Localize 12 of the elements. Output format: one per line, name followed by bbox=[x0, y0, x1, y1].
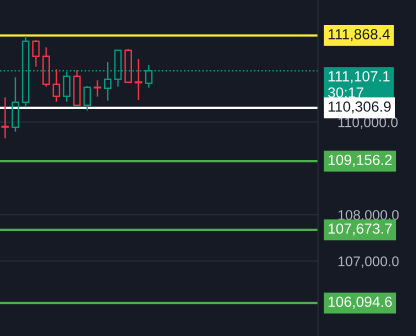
candlestick bbox=[52, 68, 60, 102]
candlestick bbox=[1, 96, 9, 140]
y-tick-label: 108,000.0 bbox=[338, 210, 399, 222]
candlestick bbox=[134, 58, 142, 101]
y-tick-label: 107,000.0 bbox=[338, 256, 399, 268]
text: 30:17 bbox=[328, 87, 364, 98]
ref-line-label: 107,673.7 bbox=[328, 223, 392, 236]
ref-line-label: 109,156.2 bbox=[328, 154, 392, 167]
ref-line-label: 110,306.9 bbox=[328, 101, 391, 114]
ref-line-label: 106,094.6 bbox=[328, 296, 392, 309]
ref-line-label: 111,868.4 bbox=[328, 29, 390, 42]
ref-line-label: 111,107.1 bbox=[328, 71, 390, 84]
